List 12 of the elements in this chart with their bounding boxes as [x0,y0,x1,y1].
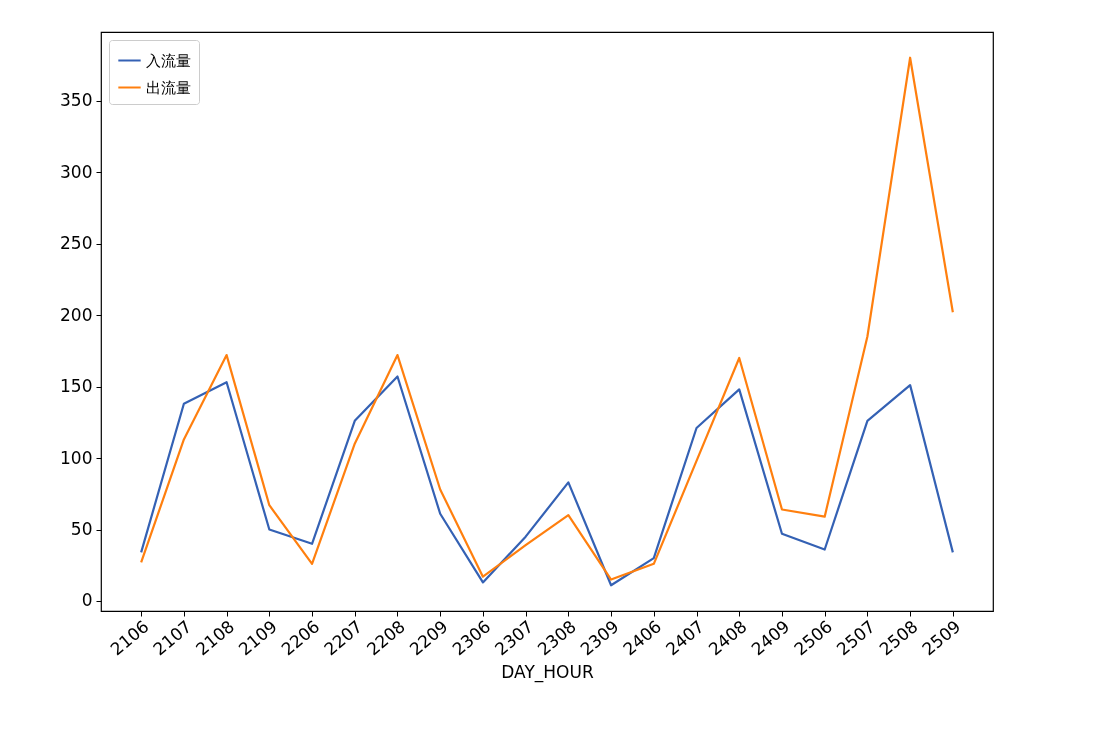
y-tick-label: 100 [60,447,93,468]
legend-label: 出流量 [146,78,191,97]
y-tick-label: 350 [60,90,93,111]
x-axis-title: DAY_HOUR [501,661,594,683]
legend-label: 入流量 [146,51,191,70]
y-tick-label: 0 [81,590,93,611]
y-tick-label: 250 [60,233,93,254]
y-tick-label: 300 [60,161,93,182]
line-series [140,375,954,587]
y-tick-label: 150 [60,376,93,397]
y-tick-label: 50 [70,519,93,540]
y-tick-label: 200 [60,304,93,325]
